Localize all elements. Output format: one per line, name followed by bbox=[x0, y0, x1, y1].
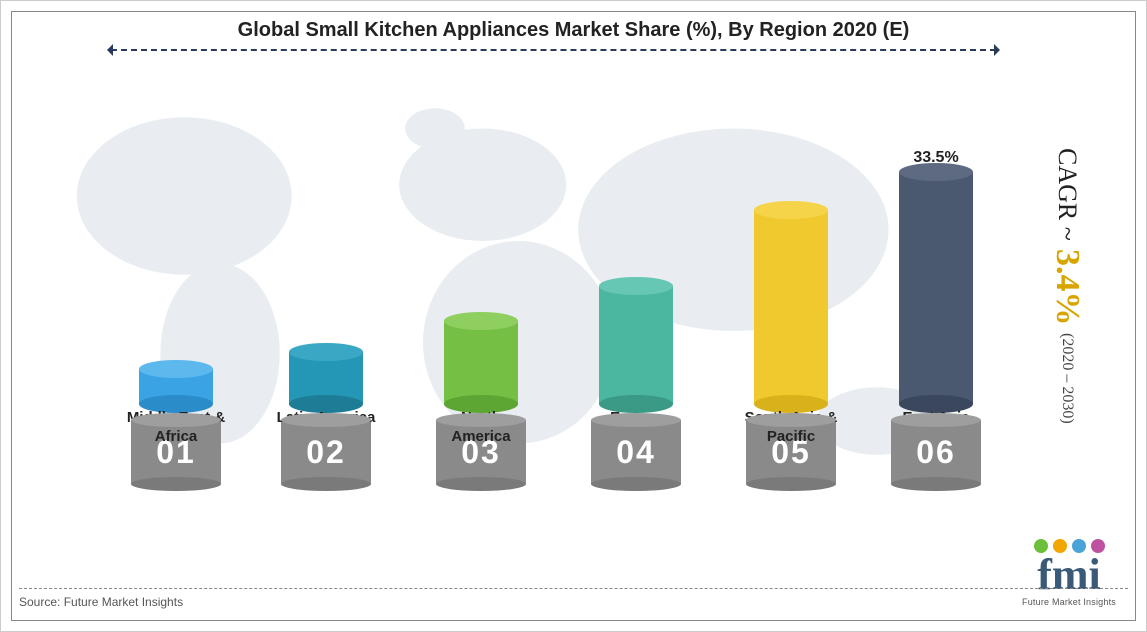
cagr-range: (2020 – 2030) bbox=[1058, 333, 1076, 424]
cagr-prefix: CAGR ~ bbox=[1052, 148, 1082, 241]
pedestal-number: 04 bbox=[616, 434, 656, 471]
logo-tagline: Future Market Insights bbox=[1014, 597, 1124, 607]
cagr-sidebar: CAGR ~ 3.4% (2020 – 2030) bbox=[1048, 101, 1086, 471]
fmi-logo: fmi Future Market Insights bbox=[1014, 539, 1124, 607]
title-divider bbox=[111, 49, 996, 51]
source-label: Source: Future Market Insights bbox=[19, 595, 183, 609]
pedestal-number: 02 bbox=[306, 434, 346, 471]
chart-title: Global Small Kitchen Appliances Market S… bbox=[1, 19, 1146, 42]
bar-4: 04 bbox=[591, 277, 681, 491]
logo-text: fmi bbox=[1014, 555, 1124, 595]
cagr-value: 3.4% bbox=[1048, 249, 1086, 326]
footer-divider bbox=[19, 588, 1128, 589]
bar-6: 33.5%06 bbox=[891, 163, 981, 491]
pedestal-number: 06 bbox=[916, 434, 956, 471]
bar-3: 03 bbox=[436, 312, 526, 491]
bar-2: 02 bbox=[281, 343, 371, 491]
bar-5: 05 bbox=[746, 201, 836, 491]
